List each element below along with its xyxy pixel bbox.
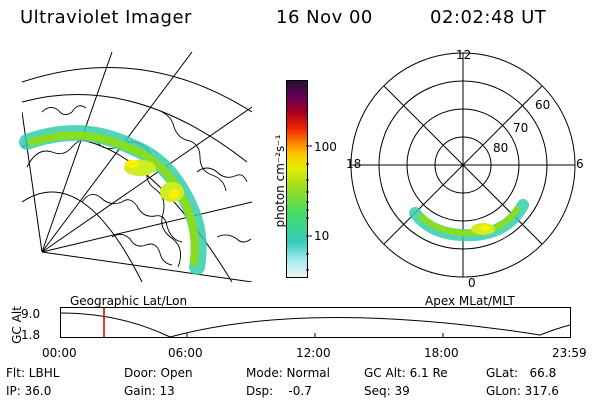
timeline-x-tick-0000: 00:00 [42, 346, 77, 360]
date-label: 16 Nov 00 [276, 7, 373, 28]
mlt-label-18: 18 [346, 157, 362, 171]
status-flt: Flt: LBHL [6, 366, 60, 380]
status-mode: Mode: Normal [246, 366, 330, 380]
app-title: Ultraviolet Imager [20, 7, 192, 28]
status-dsp: Dsp: -0.7 [246, 384, 312, 398]
mlat-label-80: 80 [493, 141, 509, 155]
geographic-map [19, 52, 252, 282]
status-seq: Seq: 39 [364, 384, 410, 398]
timeline-x-tick-1200: 12:00 [296, 346, 331, 360]
polar-caption: Apex MLat/MLT [425, 294, 515, 308]
timeline-y-tick-max: 9.0 [21, 307, 41, 321]
colorbar [286, 80, 308, 278]
colorbar-tick-10: 10 [314, 229, 330, 243]
status-door: Door: Open [124, 366, 193, 380]
timeline-x-tick-0600: 06:00 [168, 346, 203, 360]
polar-plot [350, 52, 576, 278]
mlat-label-60: 60 [535, 98, 551, 112]
status-gain: Gain: 13 [124, 384, 175, 398]
status-ip: IP: 36.0 [6, 384, 52, 398]
status-glat: GLat: 66.8 [486, 366, 557, 380]
timeline-x-tick-1800: 18:00 [424, 346, 459, 360]
status-glon: GLon: 317.6 [486, 384, 559, 398]
mlt-label-6: 6 [576, 157, 584, 171]
time-label: 02:02:48 UT [430, 7, 547, 28]
orbit-timeline [59, 307, 571, 338]
colorbar-unit-label: photon cm⁻²s⁻¹ [273, 134, 287, 228]
geo-caption: Geographic Lat/Lon [70, 294, 188, 308]
mlt-label-12: 12 [456, 48, 472, 62]
mlt-label-0: 0 [468, 276, 476, 290]
colorbar-tick-100: 100 [314, 140, 337, 154]
geo-aurora-band [19, 125, 207, 275]
timeline-y-tick-min: 1.8 [21, 328, 41, 342]
timeline-x-tick-2359: 23:59 [552, 346, 587, 360]
mlat-label-70: 70 [513, 121, 529, 135]
status-gc-alt: GC Alt: 6.1 Re [364, 366, 448, 380]
polar-aurora-oval [409, 199, 529, 242]
colorbar-ticks [306, 145, 312, 271]
